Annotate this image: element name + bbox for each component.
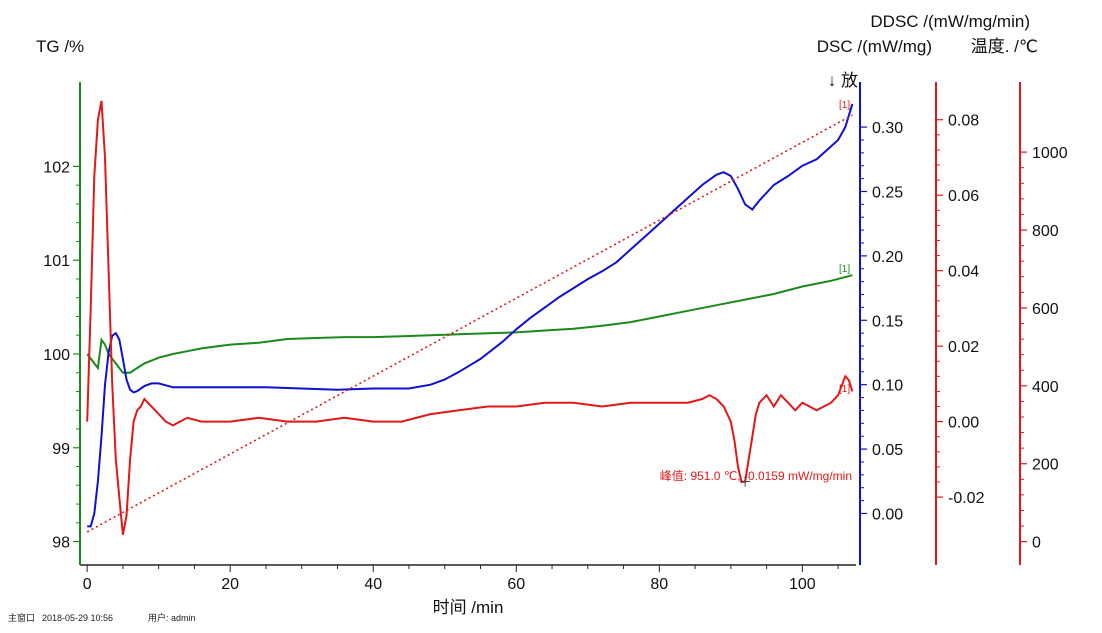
temp-tick-label: 200 <box>1032 457 1059 474</box>
dsc-series-line <box>87 103 854 528</box>
temp-tick-label: 1000 <box>1032 145 1068 162</box>
temp-tick-label: 800 <box>1032 223 1059 240</box>
ddsc-tick-label: 0.06 <box>948 188 979 205</box>
dsc-tick-label: 0.00 <box>872 506 903 523</box>
dsc-tick-label: 0.10 <box>872 378 903 395</box>
tg-axis-title: TG /% <box>36 37 84 56</box>
ddsc-end-marker: [1] <box>839 384 850 395</box>
ddsc-tick-label: -0.02 <box>948 490 985 507</box>
tg-tick-label: 102 <box>43 159 70 176</box>
dsc-tick-label: 0.25 <box>872 184 903 201</box>
dsc-tick-label: 0.15 <box>872 313 903 330</box>
tg-tick-label: 100 <box>43 347 70 364</box>
x-tick-label: 100 <box>789 576 816 593</box>
exo-direction-label: ↓ 放 <box>828 71 858 90</box>
ddsc-tick-label: 0.02 <box>948 339 979 356</box>
ddsc-tick-label: 0.04 <box>948 264 979 281</box>
dsc-tick-label: 0.20 <box>872 249 903 266</box>
footer-datetime: 2018-05-29 10:56 <box>42 613 113 623</box>
axes-layer: 0 20 40 60 80 100 98 99 100 101 102 0.00 0.05 0.10 0.1… <box>43 82 1068 593</box>
tg-tick-label: 99 <box>52 441 70 458</box>
temp-tick-label: 400 <box>1032 379 1059 396</box>
tg-series-line <box>86 274 853 374</box>
temp-axis-title: 温度. /℃ <box>971 37 1038 56</box>
footer-window: 主窗口 <box>8 612 35 623</box>
dsc-axis-title: DSC /(mW/mg) <box>817 37 932 56</box>
x-tick-label: 40 <box>364 576 382 593</box>
x-tick-label: 60 <box>507 576 525 593</box>
dsc-tick-label: 0.30 <box>872 120 903 137</box>
footer-user: 用户: admin <box>148 612 196 623</box>
temp-tick-label: 0 <box>1032 535 1041 552</box>
dsc-tick-label: 0.05 <box>872 442 903 459</box>
tg-end-marker: [1] <box>839 264 850 275</box>
temp-tick-label: 600 <box>1032 301 1059 318</box>
temp-series-line <box>86 114 853 533</box>
x-tick-label: 80 <box>650 576 668 593</box>
ddsc-tick-label: 0.08 <box>948 113 979 130</box>
ddsc-tick-label: 0.00 <box>948 415 979 432</box>
x-tick-label: 0 <box>83 576 92 593</box>
ddsc-series-line <box>86 100 854 535</box>
series-layer <box>86 100 854 535</box>
ddsc-axis-title: DDSC /(mW/mg/min) <box>870 12 1030 31</box>
temp-end-marker: [1] <box>839 100 850 111</box>
x-tick-label: 20 <box>221 576 239 593</box>
tg-tick-label: 101 <box>43 253 70 270</box>
x-axis-title: 时间 /min <box>433 598 504 617</box>
peak-annotation: 峰值: 951.0 ℃, -0.0159 mW/mg/min <box>660 468 852 483</box>
tg-tick-label: 98 <box>52 535 70 552</box>
